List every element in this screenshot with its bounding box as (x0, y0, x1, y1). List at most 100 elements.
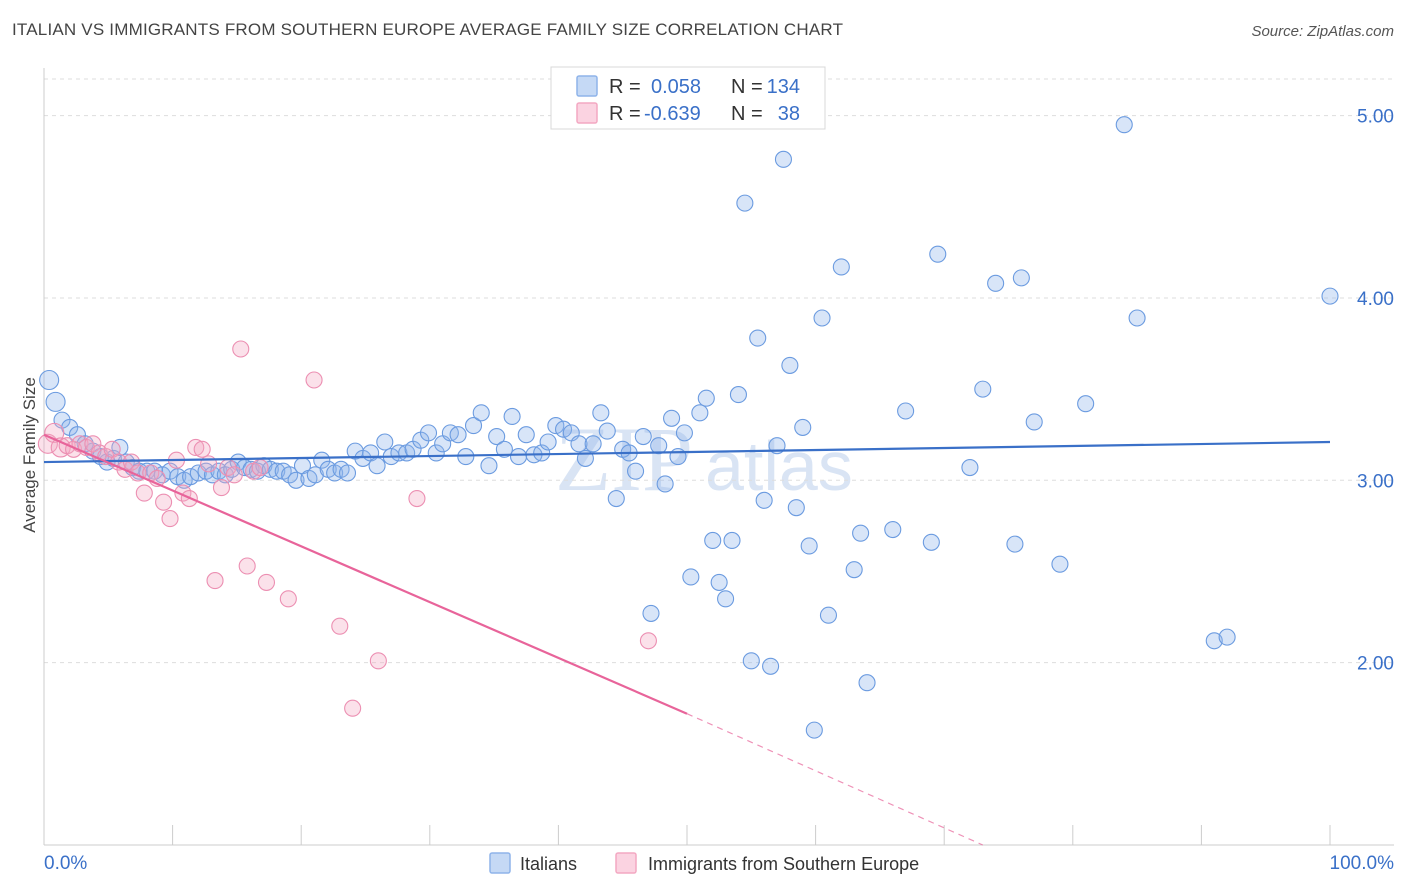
y-tick-label: 3.00 (1357, 471, 1394, 492)
point-italians (1051, 555, 1069, 573)
point-italians (268, 462, 286, 480)
point-italians (922, 533, 940, 551)
point-italians (682, 568, 700, 586)
point-southern-europe (122, 453, 140, 471)
point-italians (1128, 309, 1146, 327)
point-italians (813, 309, 831, 327)
point-italians (598, 422, 616, 440)
series-legend: Italians Immigrants from Southern Europe (489, 852, 919, 874)
point-italians (858, 674, 876, 692)
watermark-atlas: atlas (705, 427, 853, 505)
point-italians (781, 356, 799, 374)
point-italians (987, 274, 1005, 292)
point-italians (663, 409, 681, 427)
trend-lines (43, 433, 1331, 846)
legend-r-value-2: -0.639 (644, 103, 701, 125)
bottom-legend-swatch-southern (615, 852, 637, 874)
point-italians (634, 427, 652, 446)
axes (43, 68, 1394, 846)
point-southern-europe (84, 435, 102, 453)
legend-n-value-2: 38 (778, 103, 800, 125)
point-italians (774, 150, 793, 168)
point-italians (287, 471, 305, 489)
source-credit: Source: ZipAtlas.com (1251, 23, 1394, 40)
point-italians (800, 537, 818, 555)
point-italians (1077, 395, 1095, 413)
point-italians (929, 245, 947, 263)
point-italians (736, 194, 754, 212)
bottom-legend-label-italians: Italians (520, 854, 577, 874)
legend-r-label-1: R = (609, 76, 641, 98)
legend-r-value-1: 0.058 (651, 76, 701, 98)
point-italians (509, 448, 528, 466)
point-italians (650, 437, 668, 455)
point-italians (675, 424, 693, 442)
y-tick-label: 4.00 (1357, 289, 1394, 310)
point-southern-europe (251, 458, 269, 477)
point-southern-europe (187, 438, 205, 457)
point-italians (1205, 632, 1223, 650)
trend-line-italians (43, 440, 1331, 464)
point-southern-europe (279, 590, 297, 608)
point-italians (592, 404, 610, 422)
point-italians (729, 386, 747, 404)
point-southern-europe (193, 440, 211, 458)
x-tick-label-max: 100.0% (1330, 853, 1395, 874)
trend-line-southern-europe (43, 433, 688, 715)
point-italians (539, 433, 557, 451)
point-southern-europe (257, 573, 276, 591)
point-italians (656, 475, 674, 493)
trend-extension-southern-europe (686, 713, 984, 846)
stats-legend: R = 0.058 N = 134 R = -0.639 N = 38 (550, 66, 826, 130)
point-southern-europe (135, 484, 153, 502)
point-italians (488, 427, 506, 446)
point-southern-europe (161, 510, 179, 528)
point-southern-europe (155, 493, 173, 511)
point-southern-europe (408, 489, 426, 508)
point-southern-europe (331, 617, 349, 635)
point-italians (884, 520, 902, 539)
point-italians (480, 457, 498, 475)
legend-swatch-southern (576, 102, 598, 124)
scatter-points (37, 116, 1339, 739)
y-axis-label: Average Family Size (20, 377, 39, 533)
point-italians (852, 524, 870, 542)
point-italians (974, 380, 992, 398)
point-italians (306, 466, 324, 484)
legend-n-value-1: 134 (767, 76, 800, 98)
point-southern-europe (639, 632, 657, 650)
point-italians (1012, 269, 1030, 287)
point-italians (819, 606, 838, 624)
point-italians (449, 426, 467, 444)
point-italians (338, 464, 357, 482)
point-italians (897, 402, 915, 420)
point-southern-europe (344, 699, 362, 717)
point-italians (704, 531, 722, 550)
point-italians (39, 369, 60, 391)
point-italians (710, 573, 728, 591)
x-tick-label-min: 0.0% (44, 853, 87, 874)
point-southern-europe (238, 557, 256, 575)
point-italians (419, 424, 438, 442)
point-italians (762, 657, 780, 675)
point-italians (607, 489, 625, 508)
point-southern-europe (232, 340, 250, 358)
point-italians (1006, 535, 1024, 553)
point-italians (961, 458, 979, 477)
point-italians (376, 433, 394, 451)
point-italians (794, 418, 812, 436)
point-southern-europe (206, 572, 224, 590)
point-italians (368, 457, 386, 475)
point-italians (1321, 287, 1339, 305)
bottom-legend-label-southern: Immigrants from Southern Europe (648, 854, 919, 874)
y-tick-label: 2.00 (1357, 654, 1394, 675)
point-southern-europe (212, 479, 231, 497)
legend-swatch-italians (576, 75, 598, 97)
point-southern-europe (369, 652, 387, 670)
point-southern-europe (50, 437, 71, 458)
point-italians (697, 389, 715, 407)
point-italians (533, 444, 551, 462)
point-southern-europe (225, 466, 243, 484)
point-italians (749, 329, 767, 347)
